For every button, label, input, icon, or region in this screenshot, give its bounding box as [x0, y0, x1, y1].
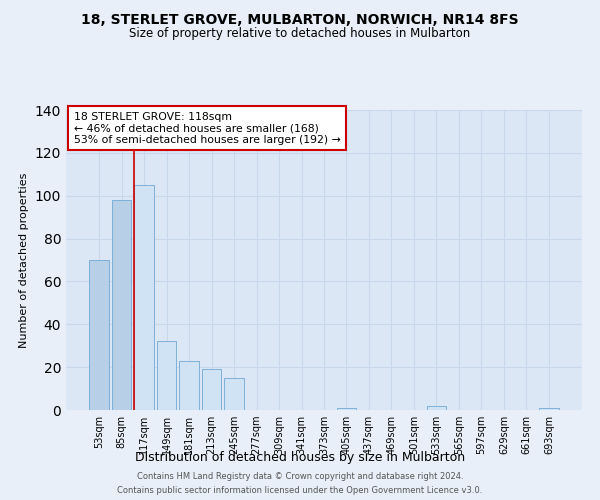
Bar: [539, 408, 559, 410]
Bar: [179, 360, 199, 410]
Bar: [337, 408, 356, 410]
Bar: [427, 406, 446, 410]
Bar: [157, 342, 176, 410]
Bar: [224, 378, 244, 410]
Text: 18 STERLET GROVE: 118sqm
← 46% of detached houses are smaller (168)
53% of semi-: 18 STERLET GROVE: 118sqm ← 46% of detach…: [74, 112, 340, 144]
Text: Size of property relative to detached houses in Mulbarton: Size of property relative to detached ho…: [130, 28, 470, 40]
Bar: [112, 200, 131, 410]
Text: Distribution of detached houses by size in Mulbarton: Distribution of detached houses by size …: [135, 451, 465, 464]
Bar: [89, 260, 109, 410]
Y-axis label: Number of detached properties: Number of detached properties: [19, 172, 29, 348]
Bar: [134, 185, 154, 410]
Text: 18, STERLET GROVE, MULBARTON, NORWICH, NR14 8FS: 18, STERLET GROVE, MULBARTON, NORWICH, N…: [81, 12, 519, 26]
Text: Contains public sector information licensed under the Open Government Licence v3: Contains public sector information licen…: [118, 486, 482, 495]
Bar: [202, 370, 221, 410]
Text: Contains HM Land Registry data © Crown copyright and database right 2024.: Contains HM Land Registry data © Crown c…: [137, 472, 463, 481]
